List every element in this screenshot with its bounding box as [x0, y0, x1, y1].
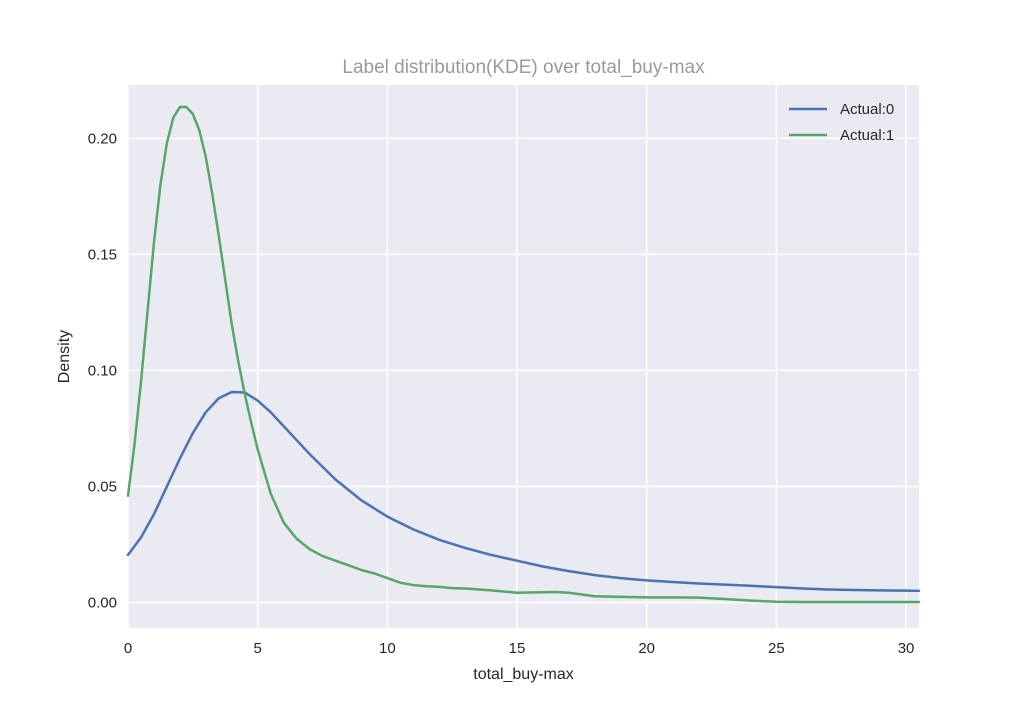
y-tick-label: 0.05 [88, 478, 117, 495]
legend-label-1: Actual:1 [840, 127, 894, 144]
plot-area [128, 85, 919, 628]
chart-title: Label distribution(KDE) over total_buy-m… [342, 57, 705, 78]
y-tick-label: 0.20 [88, 130, 117, 147]
series-lines [126, 105, 921, 604]
y-tick-label: 0.00 [88, 594, 117, 611]
y-axis-ticks: 0.00 0.05 0.10 0.15 0.20 [88, 130, 117, 611]
x-tick-label: 10 [379, 640, 396, 657]
x-tick-label: 20 [638, 640, 655, 657]
y-tick-label: 0.15 [88, 246, 117, 263]
grid [127, 85, 919, 628]
series-line-1 [126, 105, 921, 604]
x-tick-label: 5 [254, 640, 262, 657]
legend: Actual:0 Actual:1 [789, 101, 894, 144]
y-tick-label: 0.10 [88, 362, 117, 379]
y-axis-label: Density [56, 330, 73, 383]
x-axis-ticks: 0 5 10 15 20 25 30 [124, 640, 915, 657]
x-tick-label: 30 [898, 640, 915, 657]
legend-label-0: Actual:0 [840, 101, 894, 118]
x-tick-label: 0 [124, 640, 132, 657]
x-tick-label: 15 [509, 640, 526, 657]
x-axis-label: total_buy-max [473, 666, 574, 683]
x-tick-label: 25 [768, 640, 785, 657]
series-line-0 [126, 390, 921, 593]
